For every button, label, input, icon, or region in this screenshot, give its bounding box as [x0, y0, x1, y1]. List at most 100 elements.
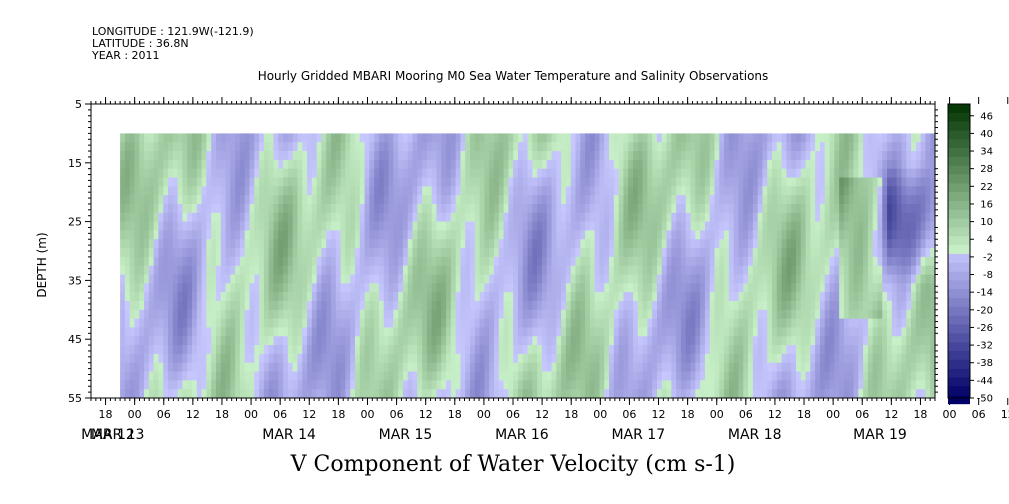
heatmap-cell: [781, 300, 787, 311]
heatmap-cell: [182, 221, 188, 231]
heatmap-cell: [302, 389, 308, 399]
heatmap-cell: [633, 177, 639, 187]
heatmap-cell: [642, 221, 648, 231]
heatmap-cell: [656, 151, 663, 161]
heatmap-cell: [426, 327, 433, 337]
heatmap-cell: [786, 230, 792, 240]
heatmap-cell: [637, 151, 643, 161]
heatmap-cell: [321, 265, 327, 275]
heatmap-cell: [354, 212, 361, 222]
heatmap-cell: [767, 371, 773, 381]
heatmap-cell: [613, 133, 620, 143]
heatmap-cell: [402, 389, 409, 399]
heatmap-cell: [613, 292, 620, 302]
heatmap-cell: [561, 151, 567, 161]
heatmap-cell: [527, 159, 533, 170]
heatmap-cell: [800, 142, 806, 152]
heatmap-cell: [609, 274, 615, 284]
heatmap-cell: [532, 345, 538, 355]
heatmap-cell: [762, 380, 768, 390]
heatmap-cell: [182, 248, 188, 258]
heatmap-cell: [263, 362, 270, 372]
heatmap-cell: [388, 292, 394, 302]
heatmap-cell: [249, 371, 255, 381]
heatmap-cell: [407, 186, 413, 196]
heatmap-cell: [283, 336, 289, 346]
heatmap-cell: [402, 345, 409, 355]
heatmap-cell: [570, 159, 576, 170]
heatmap-cell: [455, 221, 461, 231]
heatmap-cell: [700, 362, 706, 372]
heatmap-cell: [254, 239, 260, 249]
heatmap-cell: [206, 159, 212, 170]
heatmap-cell: [858, 151, 864, 161]
heatmap-cell: [556, 318, 562, 328]
heatmap-cell: [139, 362, 145, 372]
heatmap-cell: [637, 345, 643, 355]
heatmap-cell: [661, 336, 667, 346]
heatmap-cell: [906, 133, 912, 143]
heatmap-cell: [527, 195, 533, 205]
heatmap-cell: [628, 274, 634, 284]
heatmap-cell: [776, 159, 782, 170]
heatmap-cell: [843, 230, 850, 240]
heatmap-cell: [800, 380, 806, 390]
heatmap-cell: [565, 309, 572, 320]
heatmap-cell: [302, 256, 308, 267]
heatmap-cell: [599, 283, 605, 293]
heatmap-cell: [268, 336, 274, 346]
heatmap-cell: [259, 256, 265, 267]
heatmap-cell: [671, 159, 677, 170]
heatmap-cell: [422, 274, 428, 284]
heatmap-cell: [709, 203, 715, 214]
heatmap-cell: [853, 212, 859, 222]
heatmap-cell: [604, 248, 610, 258]
heatmap-cell: [858, 248, 864, 258]
heatmap-cell: [604, 142, 610, 152]
heatmap-cell: [537, 318, 543, 328]
heatmap-cell: [479, 336, 485, 346]
heatmap-cell: [906, 195, 912, 205]
heatmap-cell: [345, 345, 351, 355]
heatmap-cell: [791, 327, 797, 337]
heatmap-cell: [738, 283, 744, 293]
heatmap-cell: [570, 371, 576, 381]
heatmap-cell: [254, 159, 260, 170]
heatmap-cell: [211, 186, 217, 196]
heatmap-cell: [690, 362, 696, 372]
heatmap-cell: [129, 212, 135, 222]
heatmap-cell: [824, 362, 830, 372]
heatmap-cell: [259, 353, 265, 364]
heatmap-cell: [388, 327, 394, 337]
heatmap-cell: [580, 195, 586, 205]
heatmap-cell: [484, 283, 490, 293]
heatmap-cell: [129, 248, 135, 258]
heatmap-cell: [407, 327, 413, 337]
heatmap-cell: [426, 274, 433, 284]
heatmap-cell: [129, 186, 135, 196]
heatmap-cell: [374, 212, 380, 222]
heatmap-cell: [805, 309, 811, 320]
heatmap-cell: [537, 142, 543, 152]
heatmap-cell: [853, 336, 859, 346]
heatmap-cell: [901, 274, 907, 284]
heatmap-cell: [661, 159, 667, 170]
heatmap-cell: [426, 318, 433, 328]
heatmap-cell: [422, 265, 428, 275]
heatmap-cell: [752, 345, 759, 355]
heatmap-cell: [628, 248, 634, 258]
heatmap-cell: [431, 292, 437, 302]
heatmap-cell: [239, 362, 246, 372]
heatmap-cell: [369, 389, 375, 399]
heatmap-cell: [570, 389, 576, 399]
heatmap-cell: [340, 371, 346, 381]
heatmap-cell: [374, 203, 380, 214]
heatmap-cell: [436, 151, 442, 161]
heatmap-cell: [570, 309, 576, 320]
heatmap-cell: [882, 221, 888, 231]
heatmap-cell: [354, 230, 361, 240]
heatmap-cell: [129, 239, 135, 249]
heatmap-cell: [503, 371, 509, 381]
heatmap-cell: [724, 221, 730, 231]
heatmap-cell: [302, 195, 308, 205]
